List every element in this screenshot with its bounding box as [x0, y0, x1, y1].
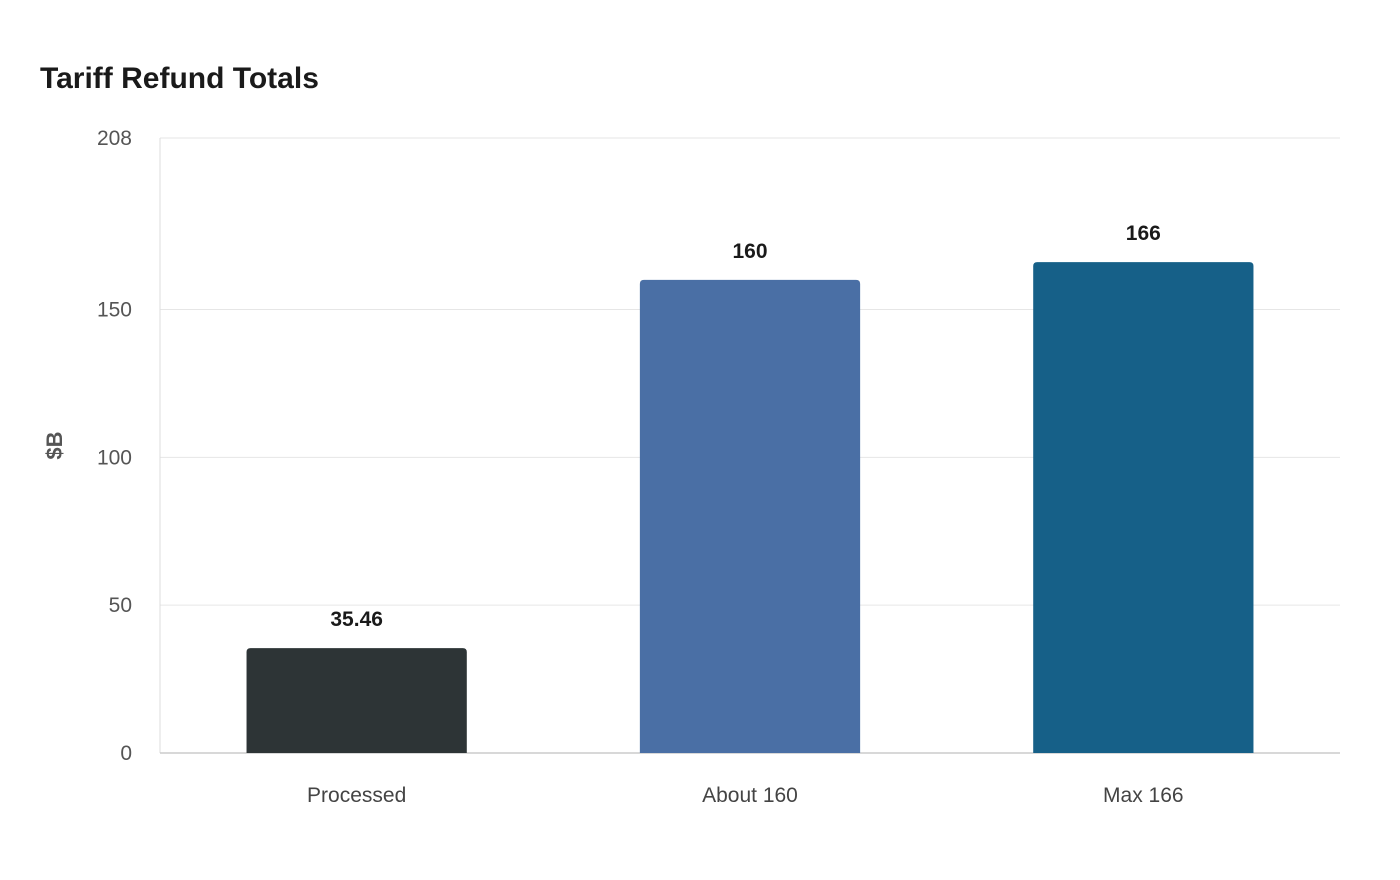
y-axis-title: $B — [42, 431, 67, 459]
bar-value-label: 166 — [1126, 222, 1161, 245]
bar — [1033, 262, 1254, 753]
y-tick-label: 150 — [97, 298, 132, 321]
labels: 0 50 100 150 208 35.46 Processed 160 About 160 16… — [97, 127, 1184, 807]
y-tick-label: 0 — [120, 742, 132, 765]
bar-value-label: 35.46 — [330, 608, 383, 631]
x-tick-label: Max 166 — [1103, 784, 1184, 807]
y-tick-label: 50 — [109, 594, 132, 617]
chart-title: Tariff Refund Totals — [40, 62, 319, 95]
bar — [639, 279, 861, 753]
bars — [246, 262, 1254, 753]
bar — [246, 648, 467, 753]
y-tick-label: 100 — [97, 446, 132, 469]
y-tick-label: 208 — [97, 127, 132, 150]
bar-value-label: 160 — [732, 240, 767, 263]
x-tick-label: Processed — [307, 784, 406, 807]
x-tick-label: About 160 — [702, 784, 798, 807]
